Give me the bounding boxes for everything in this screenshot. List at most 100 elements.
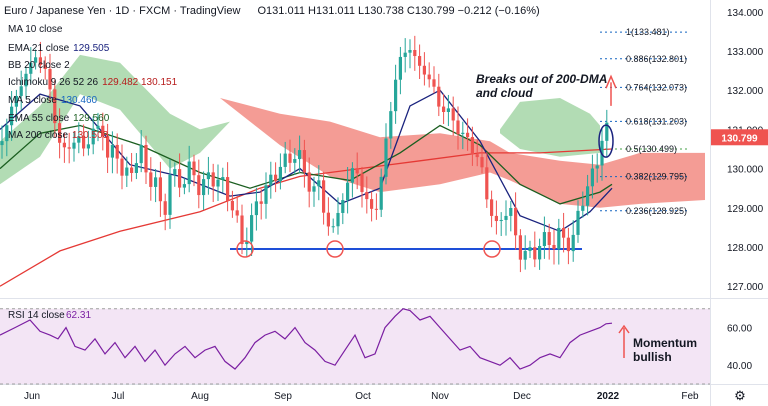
candle-body [130,167,134,173]
candle-body [5,125,9,142]
candle-body [466,132,470,138]
candle-body [576,210,580,235]
candle-body [499,219,503,222]
candle-body [475,154,479,158]
candle-body [216,179,220,187]
legend-ma10[interactable]: MA 10 close [8,24,63,35]
candle-body [590,168,594,187]
ma200-line [0,148,613,287]
rsi-line [0,308,613,370]
candle-body [120,158,124,176]
ohlc-readout: O131.011 H131.011 L130.738 C130.799 −0.2… [257,5,540,17]
candle-body [96,125,100,129]
candle-body [0,141,4,146]
candle-body [494,215,498,222]
candle-body [562,227,566,238]
legend-ema21[interactable]: EMA 21 close 129.505 [8,43,110,54]
candle-body [168,174,172,215]
candle-body [480,157,484,168]
ichimoku-cloud-bullish-late [500,98,600,157]
price-tick-label: 128.000 [727,243,764,254]
candle-body [278,166,282,182]
candle-body [158,177,162,202]
candle-body [586,186,590,206]
candle-body [317,180,321,187]
candle-body [72,142,76,149]
candle-body [451,108,455,121]
candle-body [197,175,201,196]
price-badge-label: 130.799 [721,133,758,144]
fib-level-label: 0.382(129.795) [626,172,687,182]
symbol-title[interactable]: Euro / Japanese Yen · 1D · FXCM · Tradin… [4,5,241,17]
legend-ma5[interactable]: MA 5 close 130.460 [8,95,98,106]
momentum-annotation: Momentum bullish [633,336,697,364]
candle-body [312,186,316,192]
rsi-legend-label: RSI 14 close [8,310,65,321]
candle-body [38,57,42,66]
support-touch-circle [236,240,254,258]
candle-body [149,172,153,187]
candle-body [182,184,186,188]
candle-body [331,226,335,228]
price-tick-label: 133.000 [727,47,764,58]
legend-ma200[interactable]: MA 200 close 130.503 [8,130,109,141]
fib-level-label: 0.5(130.499) [626,144,677,154]
gear-icon[interactable]: ⚙ [734,388,746,403]
rsi-legend-value: 62.31 [66,310,91,321]
candle-body [235,210,239,216]
candle-body [254,201,258,216]
candle-body [461,132,465,134]
candle-body [341,200,345,213]
candle-body [298,150,302,160]
candle-body [82,136,86,149]
candle-body [442,106,446,113]
chart-header: Euro / Japanese Yen · 1D · FXCM · Tradin… [4,5,540,17]
candle-body [29,62,33,74]
price-tick-label: 130.000 [727,165,764,176]
fib-level-label: 0.886(132.801) [626,54,687,64]
time-tick-label: 2022 [597,391,620,402]
support-touch-circle [326,240,344,258]
ichimoku-cloud-bullish [0,54,230,185]
candle-body [293,159,297,163]
time-tick-label: Oct [355,391,371,402]
candle-body [326,212,330,227]
price-badge [711,129,768,146]
candle-body [490,199,494,216]
legend-ichimoku[interactable]: Ichimoku 9 26 52 26 129.482 130.151 [8,77,178,88]
candle-body [538,246,542,260]
candle-body [427,74,431,80]
candle-body [509,207,513,216]
breakout-ellipse [598,124,614,158]
candle-body [595,165,599,169]
candle-body [274,174,278,182]
candle-body [173,169,177,175]
candle-body [86,144,90,149]
time-tick-label: Dec [513,391,531,402]
candle-body [24,73,28,87]
candle-body [350,168,354,183]
candle-body [571,234,575,252]
candle-body [283,153,287,167]
legend-ema55[interactable]: EMA 55 close 129.560 [8,113,110,124]
candlesticks [0,35,609,273]
candle-body [259,201,263,204]
candle-body [523,250,527,260]
candle-body [432,79,436,87]
candle-body [110,144,114,158]
candle-body [62,142,66,148]
fib-level-label: 0.618(131.203) [626,116,687,126]
time-tick-label: Feb [681,391,699,402]
candle-body [336,212,340,227]
candle-body [528,247,532,251]
candle-body [437,86,441,107]
candle-body [374,208,378,210]
candle-body [533,247,537,260]
ema55-line [0,124,613,205]
candle-body [144,144,148,173]
candle-body [307,172,311,192]
legend-bb20[interactable]: BB 20 close 2 [8,60,70,71]
candle-body [269,174,273,186]
candle-body [34,57,38,63]
